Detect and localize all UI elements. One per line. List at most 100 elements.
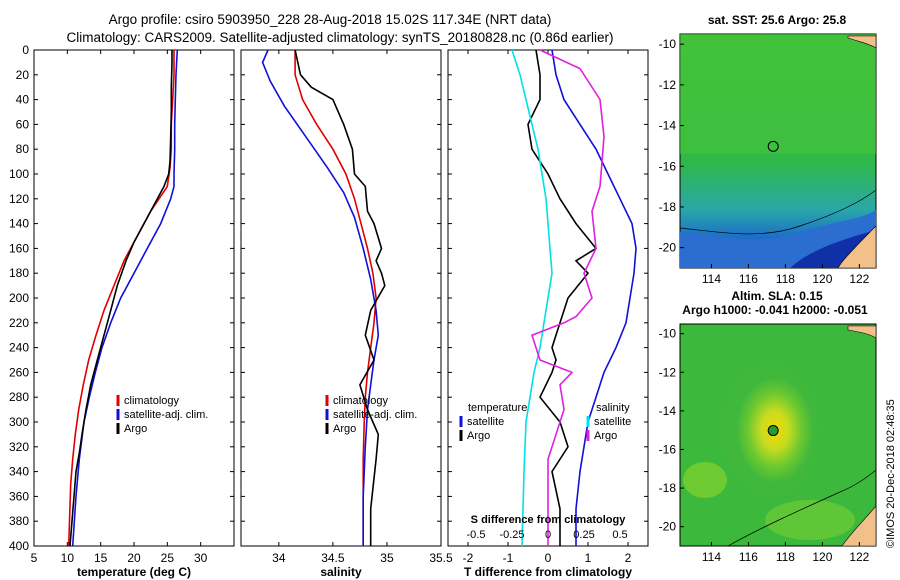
x-tick-label: 34.5 xyxy=(321,551,345,565)
map-y-tick-label: -12 xyxy=(659,365,677,379)
depth-tick-label: 300 xyxy=(9,415,29,429)
plot-frame xyxy=(33,49,235,547)
map-x-tick-label: 118 xyxy=(776,550,795,564)
difference-panel: -2 -1 0 1 2T difference from climatology temp… xyxy=(447,49,649,579)
x-top-tick-label: -0.25 xyxy=(499,529,524,541)
depth-tick-label: 280 xyxy=(9,390,29,404)
plot-frame xyxy=(240,49,442,547)
x-tick-label: 35.5 xyxy=(429,551,453,565)
depth-tick-label: 340 xyxy=(9,465,29,479)
series-line-1 xyxy=(261,49,380,546)
argo-float-marker xyxy=(767,140,779,152)
depth-tick-label: 240 xyxy=(9,341,29,355)
x-axis-label-top: S difference from climatology xyxy=(471,514,627,526)
map-y-tick-label: -16 xyxy=(659,442,677,456)
x-tick-label: 34 xyxy=(272,551,286,565)
series-line-0 xyxy=(551,49,637,546)
map-x-tick-label: 114 xyxy=(702,550,721,564)
argo-float-marker xyxy=(767,425,779,437)
depth-tick-label: 400 xyxy=(9,539,29,553)
depth-tick-label: 20 xyxy=(16,68,30,82)
legend-label: Argo xyxy=(333,423,356,435)
salinity-panel: 34 34.5 35 35.5 salinity climatology satellite… xyxy=(240,49,453,579)
map-x-tick-label: 114 xyxy=(702,272,721,286)
depth-tick-label: 0 xyxy=(22,43,29,57)
legend-label: Argo xyxy=(467,430,490,442)
series-line-2 xyxy=(69,50,173,547)
legend-label: Argo xyxy=(594,430,617,442)
legend-label: climatology xyxy=(333,395,389,407)
map-x-tick-label: 120 xyxy=(812,272,832,286)
x-tick-label: 0 xyxy=(545,551,552,565)
depth-tick-label: 380 xyxy=(9,514,29,528)
x-tick-label: 30 xyxy=(194,551,208,565)
depth-tick-label: 160 xyxy=(9,241,29,255)
depth-tick-label: 140 xyxy=(9,217,29,231)
sla-map xyxy=(679,323,877,547)
legend-label: satellite-adj. clim. xyxy=(124,409,208,421)
map-x-tick-label: 118 xyxy=(776,272,795,286)
depth-tick-label: 180 xyxy=(9,266,29,280)
x-axis-label: salinity xyxy=(320,565,362,579)
x-tick-label: 10 xyxy=(61,551,75,565)
sla-map-axes: 114 116 118 120 122 -10 -12 -14 -16 -18 -20 xyxy=(659,327,870,564)
depth-tick-label: 120 xyxy=(9,192,29,206)
series-line-1 xyxy=(527,49,598,546)
depth-tick-label: 320 xyxy=(9,440,29,454)
x-tick-label: 5 xyxy=(31,551,38,565)
imos-credit: ©IMOS 20-Dec-2018 02:48:35 xyxy=(885,399,897,548)
depth-axis: 0 20 40 60 80 100 120 140 160 180 200 220 240 260 280 3… xyxy=(9,43,29,553)
depth-tick-label: 40 xyxy=(16,93,30,107)
legend-title-salinity: salinity xyxy=(596,402,630,414)
sst-map-title: sat. SST: 25.6 Argo: 25.8 xyxy=(708,13,847,27)
x-top-tick-label: 0.25 xyxy=(573,529,594,541)
depth-tick-label: 60 xyxy=(16,117,30,131)
map-x-tick-label: 116 xyxy=(739,550,758,564)
series-line-2 xyxy=(294,49,386,546)
x-tick-label: 35 xyxy=(380,551,394,565)
sst-map xyxy=(679,33,877,269)
header-line2: Climatology: CARS2009. Satellite-adjuste… xyxy=(66,30,613,45)
series-line-2 xyxy=(511,49,553,547)
legend-label: satellite-adj. clim. xyxy=(333,409,417,421)
map-y-tick-label: -16 xyxy=(659,159,677,173)
legend-label: satellite xyxy=(467,416,504,428)
depth-tick-label: 220 xyxy=(9,316,29,330)
depth-tick-label: 200 xyxy=(9,291,29,305)
legend-title-temperature: temperature xyxy=(468,402,527,414)
x-top-tick-label: 0 xyxy=(545,529,551,541)
x-tick-label: -1 xyxy=(503,551,514,565)
sla-map-title: Altim. SLA: 0.15 xyxy=(731,289,823,303)
x-top-tick-label: 0.5 xyxy=(612,529,627,541)
x-tick-label: 25 xyxy=(161,551,175,565)
header-line1: Argo profile: csiro 5903950_228 28-Aug-2… xyxy=(109,12,552,27)
x-tick-label: -2 xyxy=(463,551,474,565)
legend-label: satellite xyxy=(594,416,631,428)
map-x-tick-label: 116 xyxy=(739,272,758,286)
map-y-tick-label: -20 xyxy=(659,241,677,255)
x-tick-label: 15 xyxy=(94,551,108,565)
x-tick-label: 20 xyxy=(127,551,141,565)
depth-tick-label: 100 xyxy=(9,167,29,181)
x-axis-label: T difference from climatology xyxy=(464,565,632,579)
map-y-tick-label: -18 xyxy=(659,481,677,495)
legend-label: Argo xyxy=(124,423,147,435)
legend-label: climatology xyxy=(124,395,180,407)
depth-tick-label: 360 xyxy=(9,489,29,503)
x-top-tick-label: -0.5 xyxy=(467,529,486,541)
map-x-tick-label: 122 xyxy=(849,550,869,564)
sst-map-axes: 114 116 118 120 122 -10 -12 -14 -16 -18 -20 xyxy=(659,37,870,286)
map-y-tick-label: -18 xyxy=(659,200,677,214)
map-y-tick-label: -14 xyxy=(659,404,677,418)
series-line-0 xyxy=(294,50,377,546)
map-y-tick-label: -20 xyxy=(659,520,677,534)
series-line-3 xyxy=(531,49,605,546)
map-x-tick-label: 120 xyxy=(812,550,832,564)
map-y-tick-label: -14 xyxy=(659,119,677,133)
depth-tick-label: 80 xyxy=(16,142,30,156)
depth-tick-label: 260 xyxy=(9,365,29,379)
map-y-tick-label: -10 xyxy=(659,37,677,51)
